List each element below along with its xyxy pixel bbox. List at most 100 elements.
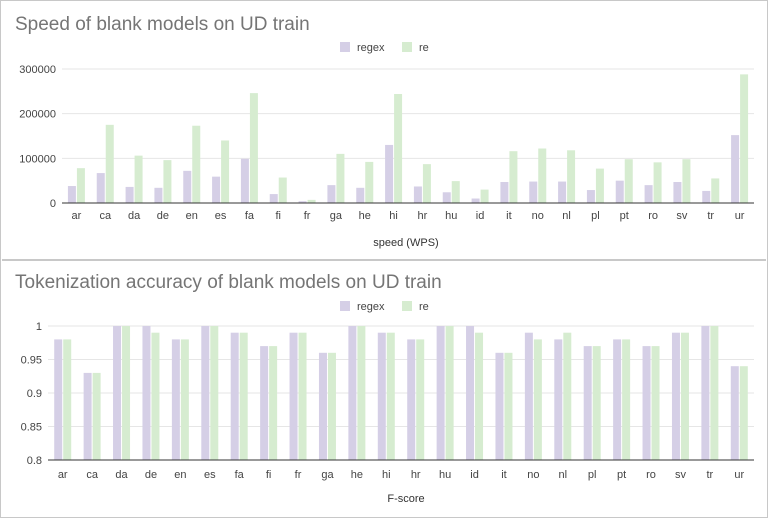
bar-re-pl <box>592 346 601 460</box>
x-tick-label: no <box>527 469 539 481</box>
bar-regex-no <box>524 332 533 460</box>
bar-re-no <box>533 339 542 460</box>
bar-re-it <box>504 352 513 460</box>
bar-regex-fi <box>269 194 278 203</box>
bar-re-sv <box>680 332 689 460</box>
bar-regex-en <box>183 170 192 203</box>
bar-regex-ro <box>644 185 653 203</box>
y-tick-label: 0.8 <box>27 455 42 467</box>
bar-regex-ga <box>318 352 327 460</box>
bar-regex-it <box>495 352 504 460</box>
bar-regex-fr <box>289 332 298 460</box>
bar-re-fi <box>269 346 278 460</box>
bar-re-tr <box>711 178 720 203</box>
bar-re-hi <box>386 332 395 460</box>
x-tick-label: ga <box>321 469 334 481</box>
x-tick-label: da <box>115 469 128 481</box>
bar-re-hr <box>416 339 425 460</box>
bar-re-pt <box>622 339 631 460</box>
bar-re-hu <box>445 326 454 460</box>
x-tick-label: ca <box>86 469 99 481</box>
bar-re-pt <box>624 159 633 203</box>
bar-regex-he <box>348 326 357 460</box>
bar-re-pl <box>595 168 604 203</box>
x-tick-label: es <box>215 210 227 222</box>
legend-label-re: re <box>419 301 429 313</box>
bar-regex-de <box>154 187 163 203</box>
bar-re-hu <box>451 181 460 203</box>
x-tick-label: id <box>476 210 485 222</box>
bar-regex-ga <box>327 185 336 203</box>
bar-regex-hr <box>413 186 422 203</box>
y-tick-label: 0 <box>50 198 56 210</box>
bar-re-ur <box>739 366 748 460</box>
bar-regex-da <box>125 186 134 203</box>
bar-regex-en <box>171 339 180 460</box>
bar-regex-hi <box>385 144 394 203</box>
bar-regex-es <box>201 326 210 460</box>
bar-regex-de <box>142 326 151 460</box>
x-tick-label: id <box>470 469 479 481</box>
bar-regex-tr <box>701 326 710 460</box>
x-tick-label: fr <box>304 210 311 222</box>
bar-re-fi <box>278 177 287 203</box>
bar-re-ga <box>336 153 345 203</box>
bar-re-ro <box>651 346 660 460</box>
y-tick-label: 0.9 <box>27 388 42 400</box>
x-tick-label: de <box>157 210 169 222</box>
bar-re-fr <box>307 199 316 203</box>
bar-regex-ca <box>83 372 92 460</box>
x-tick-label: he <box>351 469 363 481</box>
bar-re-en <box>180 339 189 460</box>
x-tick-label: fi <box>266 469 272 481</box>
bar-re-de <box>163 160 172 203</box>
x-tick-label: sv <box>676 210 688 222</box>
x-tick-label: de <box>145 469 157 481</box>
bar-re-ur <box>740 74 749 203</box>
x-axis-title: F-score <box>387 493 424 505</box>
y-tick-label: 1 <box>36 321 42 333</box>
bar-regex-hi <box>377 332 386 460</box>
bar-re-ca <box>105 124 114 203</box>
bar-re-ca <box>92 372 101 460</box>
bar-regex-nl <box>558 181 567 203</box>
bar-re-nl <box>567 150 576 203</box>
bar-regex-sv <box>673 182 682 203</box>
x-tick-label: it <box>501 469 507 481</box>
legend-swatch-regex <box>340 301 350 311</box>
chart-title: Speed of blank models on UD train <box>15 14 310 35</box>
bar-regex-ur <box>731 135 740 203</box>
bar-re-fr <box>298 332 307 460</box>
x-tick-label: sv <box>675 469 687 481</box>
x-axis-title: speed (WPS) <box>373 237 438 249</box>
accuracy-chart: Tokenization accuracy of blank models on… <box>15 272 754 505</box>
x-tick-label: it <box>506 210 512 222</box>
x-tick-label: fa <box>245 210 255 222</box>
x-tick-label: hr <box>411 469 421 481</box>
bar-re-he <box>365 161 374 203</box>
bar-re-da <box>134 155 143 203</box>
x-tick-label: fr <box>295 469 302 481</box>
bar-regex-id <box>471 198 480 203</box>
x-tick-label: pt <box>620 210 629 222</box>
x-tick-label: ro <box>646 469 656 481</box>
bar-regex-pt <box>613 339 622 460</box>
bar-regex-fr <box>298 201 307 203</box>
bar-regex-pt <box>615 180 624 203</box>
bar-re-es <box>221 140 230 203</box>
bar-regex-ar <box>67 186 76 203</box>
x-tick-label: ar <box>72 210 82 222</box>
chart-title: Tokenization accuracy of blank models on… <box>15 272 442 293</box>
x-tick-label: nl <box>559 469 568 481</box>
x-tick-label: hi <box>382 469 391 481</box>
bar-re-tr <box>710 326 719 460</box>
bar-re-hr <box>422 164 431 203</box>
bar-re-hi <box>394 94 403 203</box>
legend-swatch-re <box>402 301 412 311</box>
legend-swatch-regex <box>340 42 350 52</box>
bar-re-ar <box>63 339 72 460</box>
bar-regex-hu <box>442 192 451 203</box>
x-tick-label: pl <box>588 469 597 481</box>
bar-regex-pl <box>586 190 595 203</box>
